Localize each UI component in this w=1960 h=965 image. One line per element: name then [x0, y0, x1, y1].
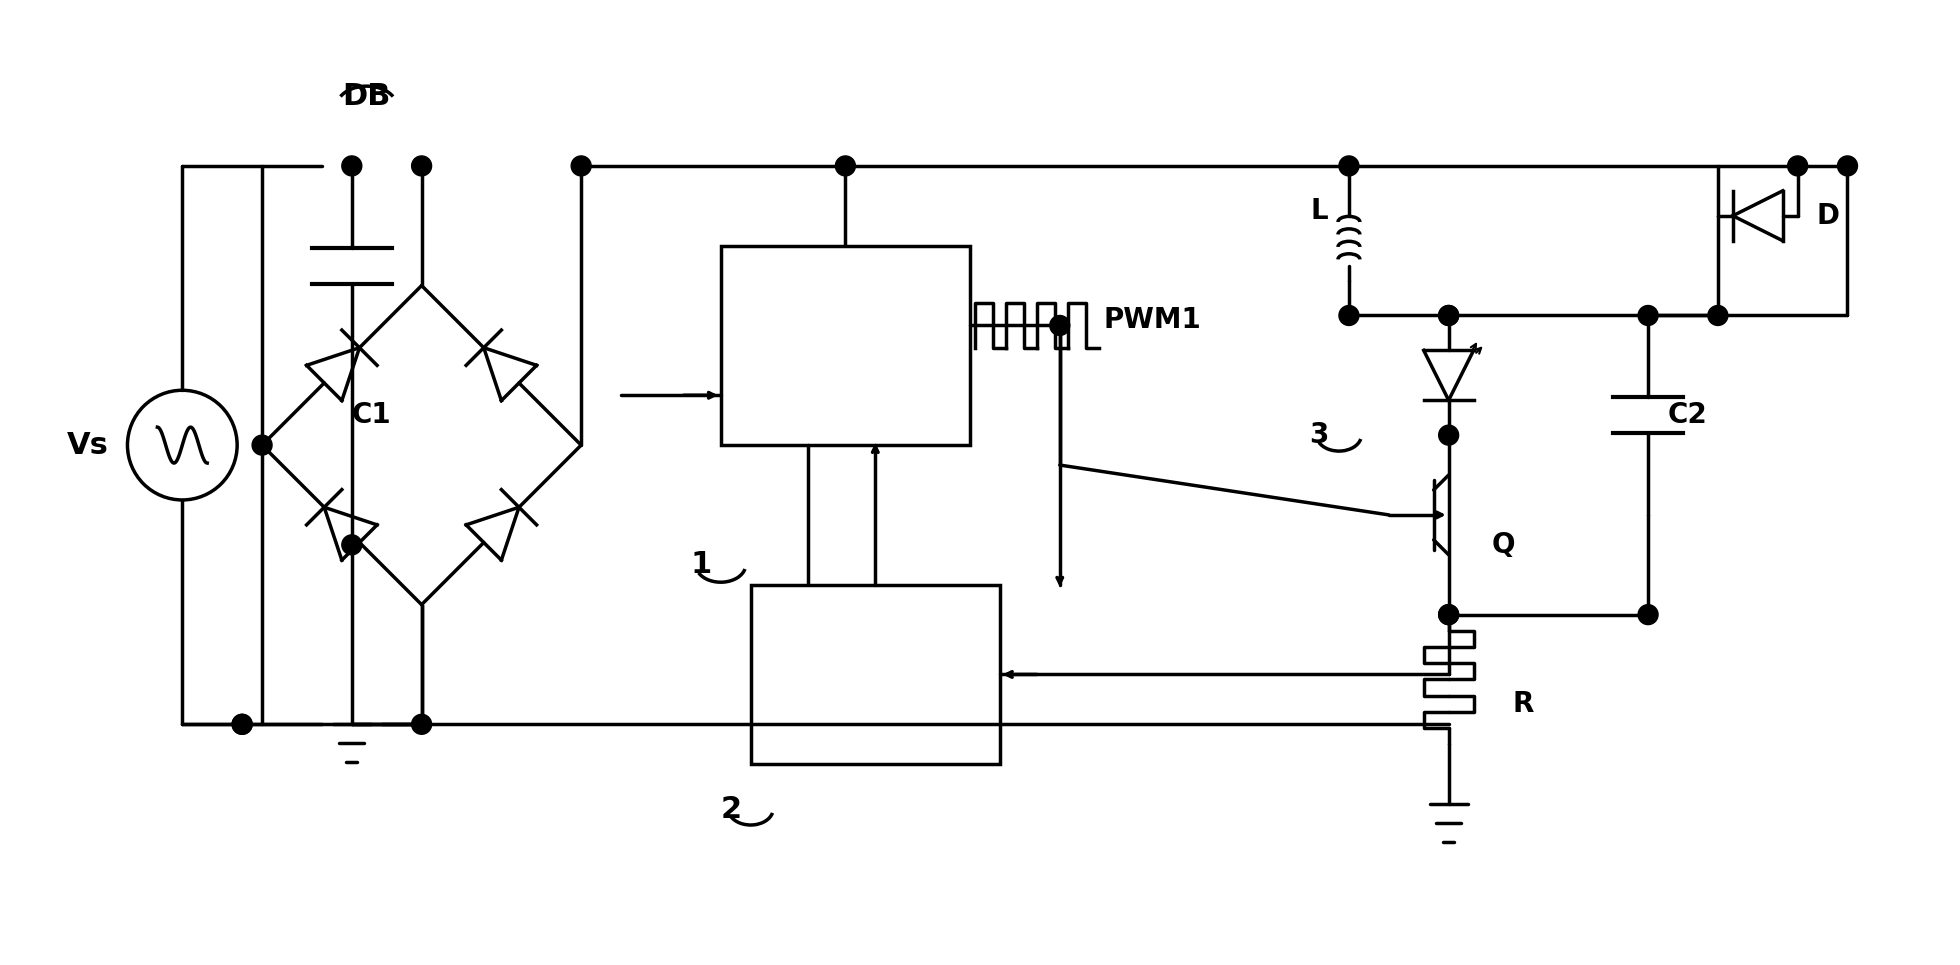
Circle shape: [1439, 605, 1458, 624]
Text: R: R: [1513, 690, 1535, 718]
Text: Vs: Vs: [67, 430, 108, 459]
Circle shape: [1439, 605, 1458, 624]
Text: Q: Q: [1492, 531, 1515, 559]
Circle shape: [231, 714, 253, 734]
Text: 2: 2: [719, 794, 741, 823]
Circle shape: [1639, 605, 1658, 624]
Circle shape: [412, 156, 431, 176]
Circle shape: [1639, 306, 1658, 325]
Circle shape: [253, 435, 272, 455]
Circle shape: [570, 156, 592, 176]
Text: L: L: [1309, 197, 1327, 225]
Text: 3: 3: [1309, 421, 1329, 449]
Text: DB: DB: [343, 82, 390, 111]
Circle shape: [231, 714, 253, 734]
Text: D: D: [1817, 202, 1838, 230]
Circle shape: [341, 156, 363, 176]
Circle shape: [1707, 306, 1729, 325]
Circle shape: [1439, 426, 1458, 445]
Text: PWM1: PWM1: [1103, 307, 1201, 335]
Text: C1: C1: [353, 401, 392, 429]
Text: C2: C2: [1668, 401, 1707, 429]
Circle shape: [835, 156, 855, 176]
FancyBboxPatch shape: [721, 246, 970, 445]
Circle shape: [1838, 156, 1858, 176]
Circle shape: [1339, 306, 1358, 325]
Text: 1: 1: [690, 550, 711, 579]
FancyBboxPatch shape: [751, 585, 1000, 764]
Circle shape: [1439, 306, 1458, 325]
Circle shape: [412, 714, 431, 734]
Circle shape: [1051, 316, 1070, 336]
Circle shape: [1439, 306, 1458, 325]
Circle shape: [341, 535, 363, 555]
Circle shape: [1788, 156, 1807, 176]
Circle shape: [1339, 156, 1358, 176]
